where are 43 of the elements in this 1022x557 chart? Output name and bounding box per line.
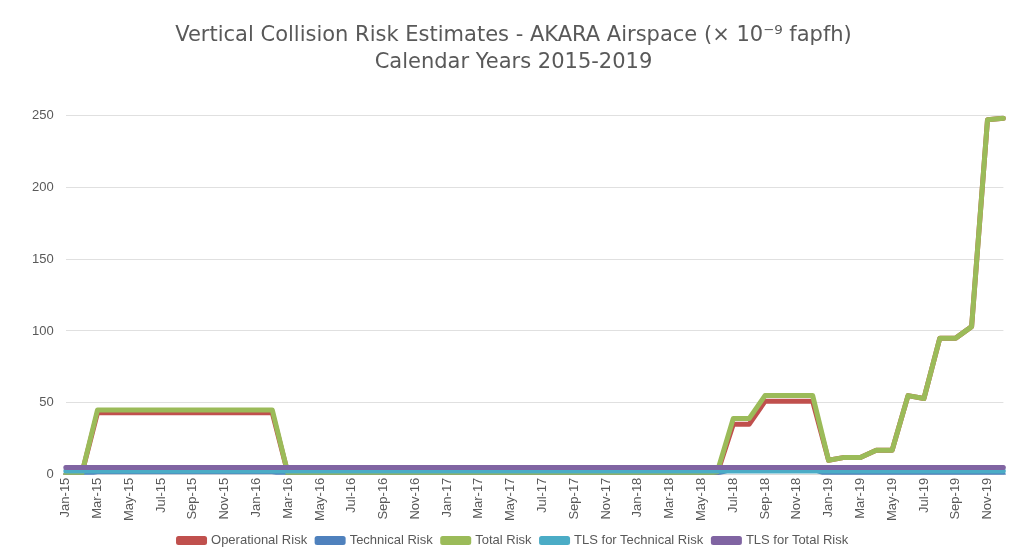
x-tick-label: May-18 (693, 477, 708, 522)
x-tick-label: Jan-17 (438, 477, 454, 518)
y-tick-label: 100 (31, 322, 54, 338)
x-tick-label: Jul-15 (152, 477, 168, 514)
x-tick-label: Jan-15 (57, 477, 73, 518)
x-tick-label: Jan-16 (247, 477, 263, 518)
x-tick-label: Sep-15 (184, 477, 200, 520)
y-tick-label: 250 (31, 106, 54, 122)
x-tick-label: Nov-15 (216, 477, 232, 520)
legend-label: Operational Risk (211, 532, 308, 548)
x-tick-label: Nov-17 (597, 477, 613, 520)
legend-label: Total Risk (475, 532, 533, 548)
legend-label: TLS for Technical Risk (574, 532, 704, 548)
y-tick-label: 0 (46, 466, 54, 482)
legend-label: Technical Risk (349, 532, 434, 548)
x-tick-label: May-17 (502, 477, 518, 522)
x-tick-label: Jul-16 (343, 477, 359, 514)
legend-label: TLS for Total Risk (745, 532, 849, 548)
x-tick-label: Sep-18 (756, 477, 772, 520)
y-tick-label: 50 (39, 394, 54, 410)
y-tick-label: 200 (31, 178, 54, 194)
x-tick-label: May-16 (311, 477, 327, 522)
x-tick-label: Sep-19 (947, 477, 963, 520)
x-tick-label: Mar-17 (470, 477, 486, 519)
chart-subtitle: Calendar Years 2015-2019 (374, 49, 653, 74)
x-tick-label: Jan-18 (629, 477, 645, 518)
x-tick-label: Mar-15 (89, 477, 105, 519)
x-tick-label: Jul-17 (534, 477, 550, 514)
x-tick-label: Jan-19 (820, 477, 836, 518)
x-tick-label: Mar-16 (279, 477, 295, 519)
x-tick-label: Mar-18 (661, 477, 677, 519)
x-tick-label: Jul-18 (724, 477, 740, 514)
y-tick-label: 150 (31, 250, 54, 266)
x-tick-label: Jul-19 (915, 477, 931, 514)
x-tick-label: Mar-19 (851, 477, 867, 519)
x-tick-label: May-15 (120, 477, 136, 522)
x-tick-label: Sep-16 (375, 477, 391, 520)
x-tick-label: Nov-16 (406, 477, 422, 520)
x-tick-label: Sep-17 (565, 477, 581, 520)
x-tick-label: Nov-18 (788, 477, 804, 520)
x-tick-label: Nov-19 (979, 477, 995, 520)
x-tick-label: May-19 (883, 477, 899, 522)
chart-title: Vertical Collision Risk Estimates - AKARA Airspace (× 10⁻⁹ fapfh) (175, 22, 852, 47)
